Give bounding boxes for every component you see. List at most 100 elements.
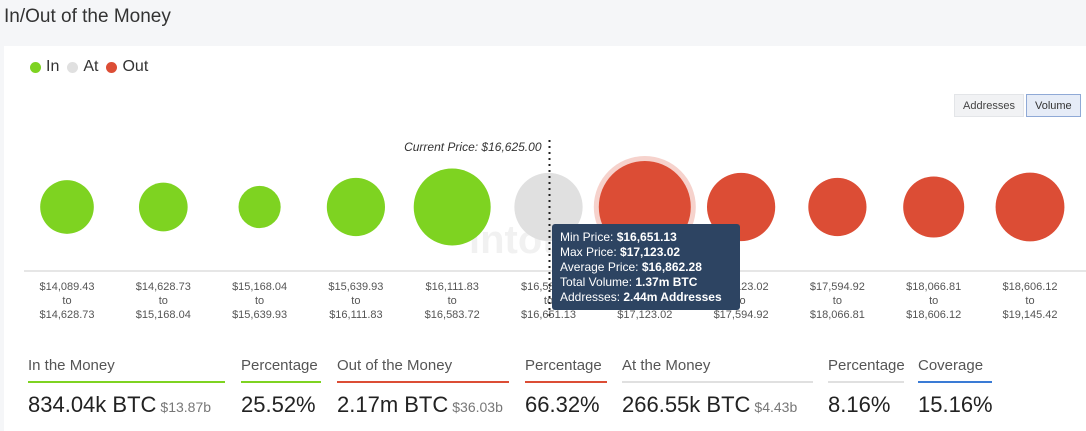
- tooltip-label: Average Price:: [560, 260, 642, 274]
- stat-value: 15.16%: [918, 392, 993, 417]
- stat-value: 66.32%: [525, 392, 600, 417]
- stat-value: 266.55k BTC: [622, 392, 751, 417]
- stat-out-of-the-money: Out of the Money 2.17m BTC $36.03b: [337, 354, 509, 418]
- x-tick-label: $16,111.83: [329, 309, 382, 321]
- tooltip-label: Max Price:: [560, 245, 621, 259]
- x-tick-label: $15,168.04: [136, 309, 191, 321]
- x-tick-label: to: [159, 295, 168, 307]
- stat-label: Coverage: [918, 357, 984, 374]
- x-tick-label: $18,066.81: [906, 281, 961, 293]
- stat-usd-value: $13.87b: [160, 399, 212, 415]
- x-tick-label: $19,145.42: [1002, 309, 1057, 321]
- x-tick-label: $18,066.81: [810, 309, 865, 321]
- x-tick-label: to: [351, 295, 360, 307]
- tooltip-row: Average Price: $16,862.28: [560, 260, 732, 275]
- tooltip-label: Addresses:: [560, 290, 624, 304]
- x-tick-label: $14,089.43: [39, 281, 94, 293]
- bubble-in[interactable]: [40, 180, 94, 234]
- legend-label: At: [83, 58, 99, 75]
- stat-usd-value: $4.43b: [754, 399, 798, 415]
- volume-toggle-button[interactable]: Volume: [1025, 94, 1081, 117]
- tooltip-label: Total Volume:: [560, 275, 636, 289]
- x-tick-label: $16,111.83: [425, 281, 478, 293]
- tooltip-row: Max Price: $17,123.02: [560, 245, 732, 260]
- x-tick-label: $18,606.12: [906, 309, 961, 321]
- stat-coverage: Coverage 15.16%: [918, 354, 993, 418]
- x-tick-label: to: [833, 295, 842, 307]
- x-tick-label: $14,628.73: [39, 309, 94, 321]
- tooltip-value: $16,862.28: [641, 260, 702, 274]
- legend-item-in[interactable]: In: [30, 58, 59, 76]
- x-tick-label: to: [62, 295, 71, 307]
- stat-label: In the Money: [28, 357, 115, 374]
- tooltip-row: Total Volume: 1.37m BTC: [560, 275, 732, 290]
- stat-underline: [918, 381, 992, 383]
- stat-underline: [622, 381, 813, 383]
- x-tick-label: to: [544, 295, 553, 307]
- tooltip-row: Addresses: 2.44m Addresses: [560, 290, 732, 305]
- tooltip: Min Price: $16,651.13 Max Price: $17,123.…: [552, 224, 740, 310]
- stat-underline: [28, 381, 225, 383]
- stat-underline: [337, 381, 509, 383]
- stat-value: 8.16%: [828, 392, 891, 417]
- stat-value: 25.52%: [241, 392, 316, 417]
- x-tick-label: $17,123.02: [617, 309, 672, 321]
- stat-in-the-money: In the Money 834.04k BTC $13.87b: [28, 354, 225, 418]
- legend-label: In: [46, 58, 60, 75]
- stat-usd-value: $36.03b: [452, 399, 503, 415]
- tooltip-label: Min Price:: [560, 230, 617, 244]
- bubble-in[interactable]: [326, 177, 385, 237]
- stat-percentage: Percentage 8.16%: [828, 354, 905, 418]
- x-tick-label: $14,628.73: [136, 281, 191, 293]
- stat-value: 834.04k BTC: [28, 392, 157, 417]
- current-price-label: Current Price: $16,625.00: [404, 140, 542, 154]
- stat-at-the-money: At the Money 266.55k BTC $4.43b: [622, 354, 813, 418]
- x-tick-label: to: [1025, 295, 1034, 307]
- legend-dot-icon: [67, 61, 79, 73]
- stat-percentage: Percentage 25.52%: [241, 354, 321, 418]
- legend: In At Out: [30, 58, 156, 76]
- tooltip-value: 2.44m Addresses: [623, 290, 722, 304]
- x-tick-label: to: [737, 295, 746, 307]
- x-tick-label: $17,594.92: [810, 281, 865, 293]
- tooltip-value: $16,651.13: [616, 230, 677, 244]
- x-tick-label: $18,606.12: [1002, 281, 1057, 293]
- x-tick-label: $16,583.72: [425, 309, 480, 321]
- stat-underline: [828, 381, 904, 383]
- tooltip-row: Min Price: $16,651.13: [560, 230, 732, 245]
- x-tick-label: to: [929, 295, 938, 307]
- bubble-out[interactable]: [808, 177, 867, 237]
- legend-item-at[interactable]: At: [67, 58, 98, 76]
- bubble-chart: intotheblock$14,089.43to$14,628.73$14,62…: [24, 140, 1086, 321]
- legend-dot-icon: [30, 61, 41, 73]
- stat-label: Percentage: [828, 357, 905, 374]
- stat-label: Out of the Money: [337, 357, 453, 374]
- x-tick-label: $15,168.04: [232, 281, 287, 293]
- x-tick-label: $15,639.93: [328, 281, 383, 293]
- tooltip-value: $17,123.02: [620, 245, 681, 259]
- addresses-toggle-button[interactable]: Addresses: [954, 94, 1024, 117]
- x-tick-label: $17,594.92: [714, 309, 769, 321]
- x-tick-label: $15,639.93: [232, 309, 287, 321]
- legend-item-out[interactable]: Out: [106, 58, 148, 76]
- stat-label: Percentage: [241, 357, 318, 374]
- bubble-in[interactable]: [238, 185, 281, 229]
- legend-label: Out: [122, 58, 149, 75]
- stat-label: Percentage: [525, 357, 602, 374]
- tooltip-value: 1.37m BTC: [635, 275, 698, 289]
- legend-dot-icon: [106, 61, 118, 73]
- bubble-in[interactable]: [138, 182, 188, 232]
- stat-label: At the Money: [622, 357, 711, 374]
- bubble-out[interactable]: [903, 176, 965, 238]
- stat-value: 2.17m BTC: [337, 392, 449, 417]
- bubble-in[interactable]: [413, 168, 491, 246]
- view-toggle: Addresses Volume: [954, 94, 1081, 117]
- x-tick-label: to: [255, 295, 264, 307]
- stat-percentage: Percentage 66.32%: [525, 354, 607, 418]
- page-title: In/Out of the Money: [4, 6, 171, 27]
- stat-underline: [241, 381, 321, 383]
- stat-underline: [525, 381, 607, 383]
- bubble-out[interactable]: [995, 172, 1065, 242]
- x-tick-label: to: [448, 295, 457, 307]
